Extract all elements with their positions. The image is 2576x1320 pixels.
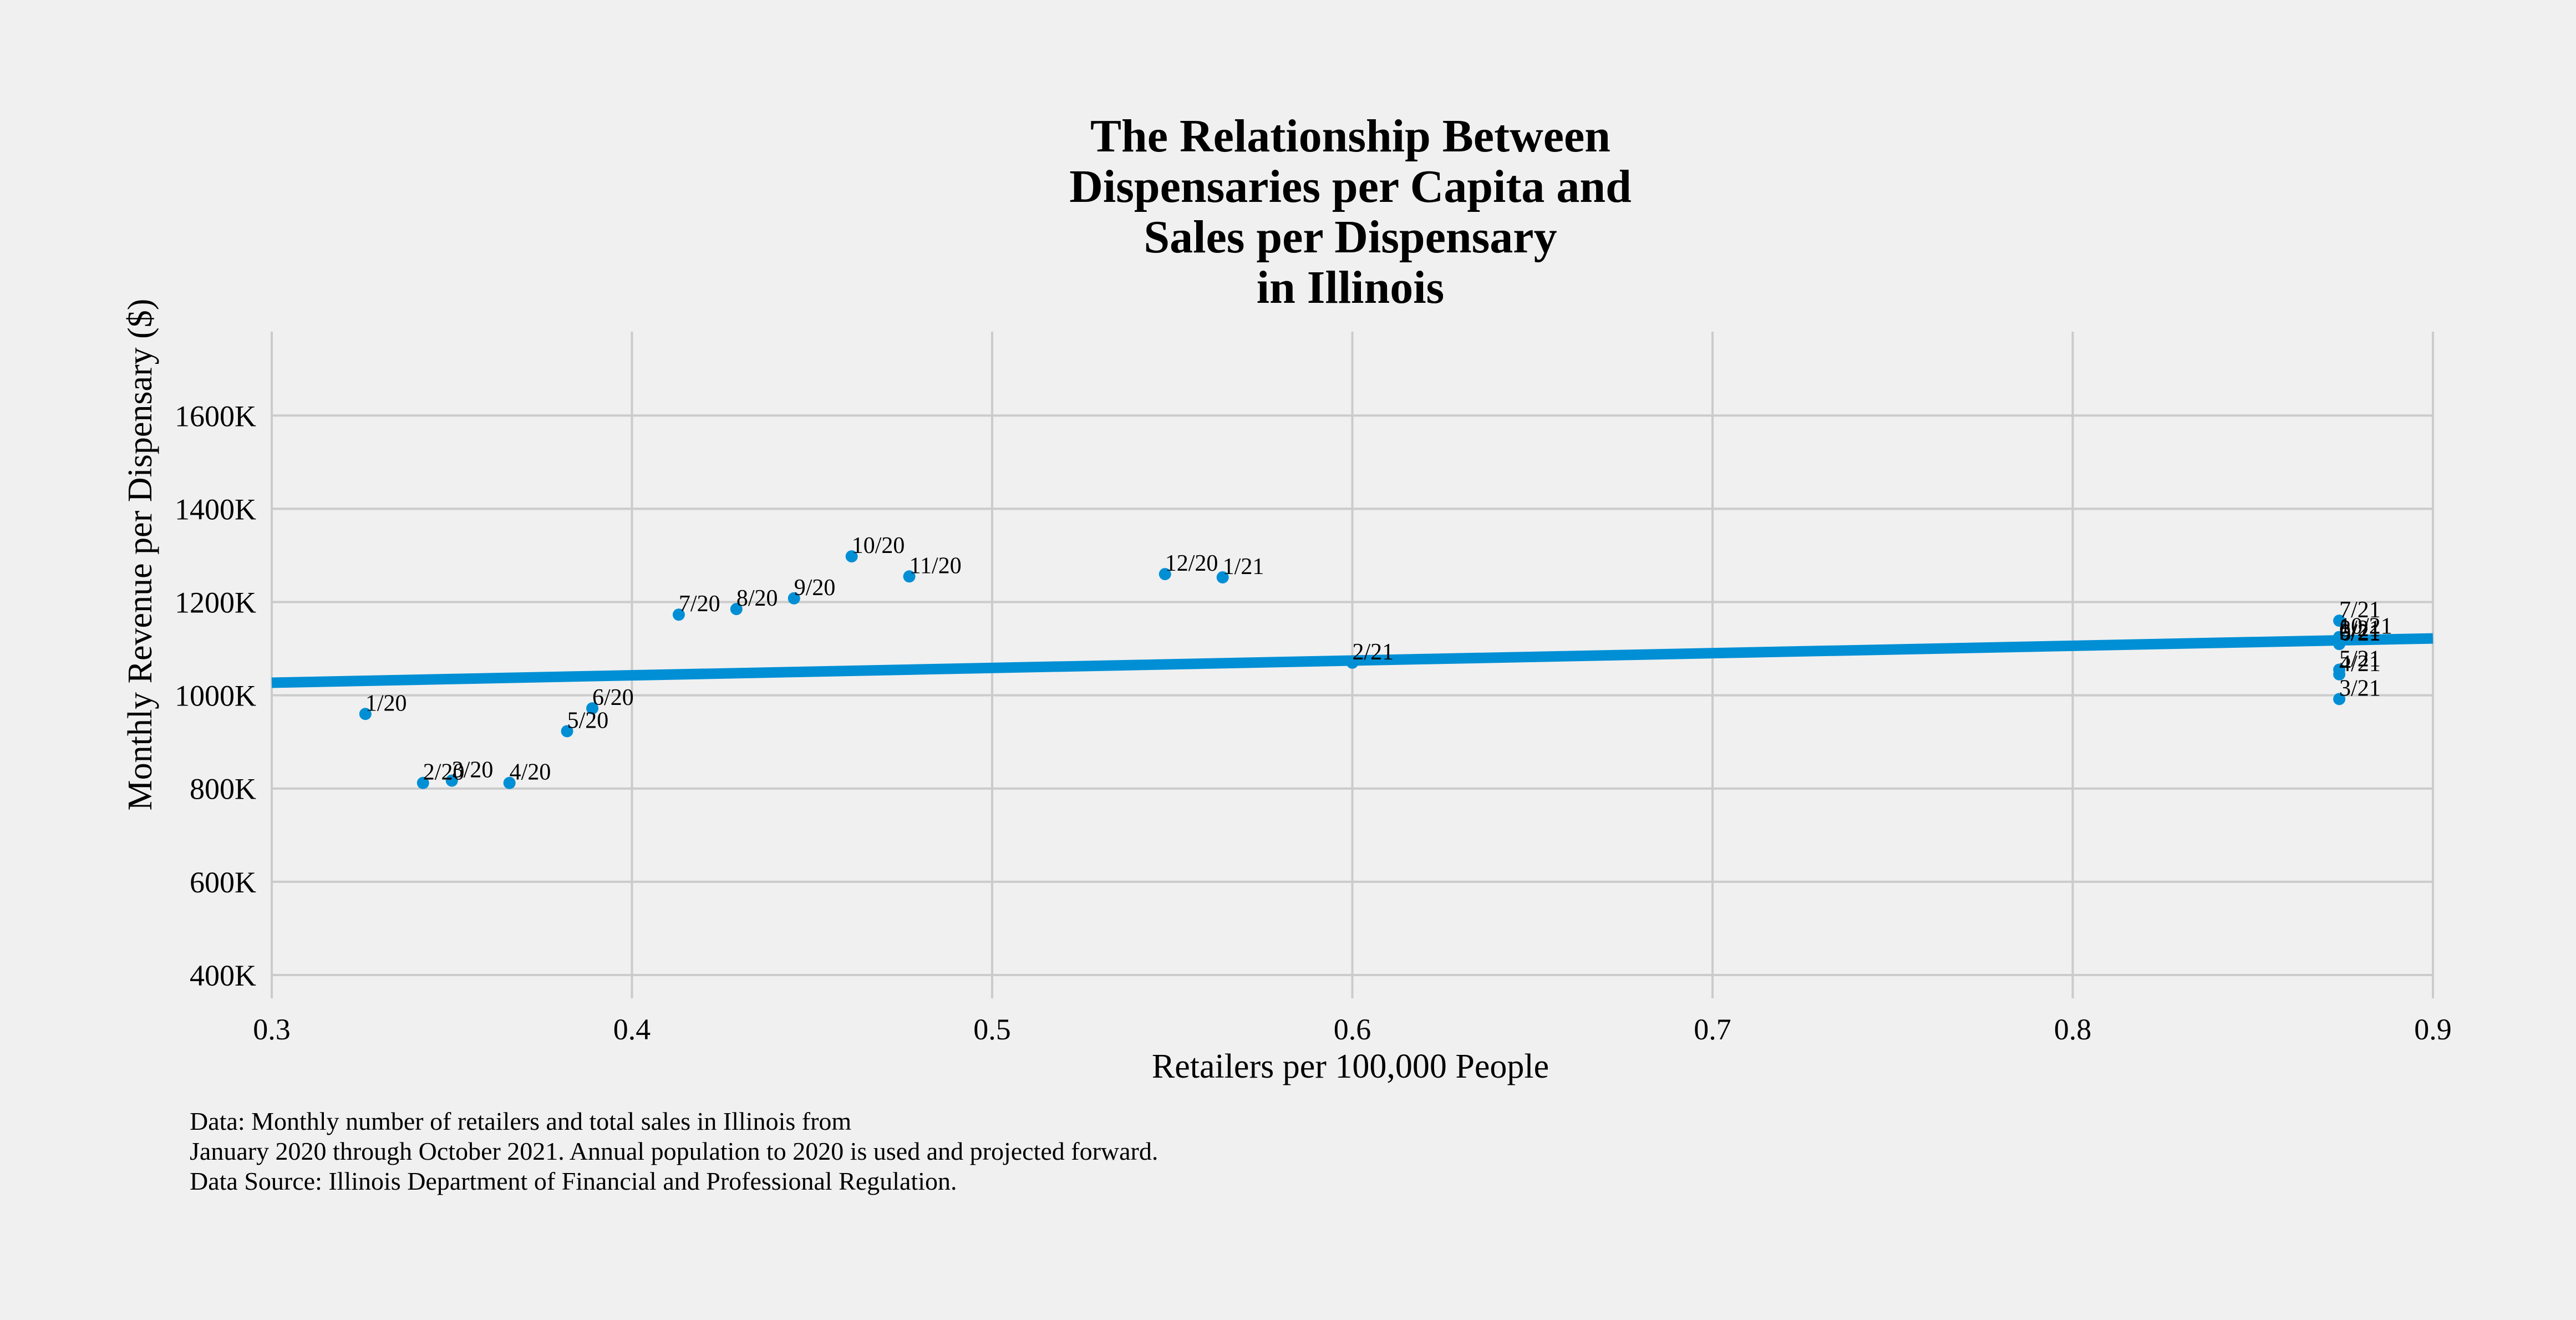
- point-label: 2/21: [1353, 639, 1394, 665]
- point-label: 10/20: [852, 533, 905, 559]
- point-label: 11/20: [910, 553, 962, 578]
- x-tick-label: 0.9: [2414, 1013, 2452, 1046]
- data-point: [445, 774, 458, 787]
- point-label: 5/20: [567, 708, 609, 733]
- trend-line: [271, 633, 2433, 688]
- point-label: 6/20: [592, 685, 634, 710]
- point-label: 12/20: [1165, 551, 1218, 576]
- y-tick-label: 800K: [190, 773, 256, 806]
- point-label: 7/21: [2339, 597, 2381, 623]
- point-labels: 1/20 2/203/20 4/20 5/206/20 7/20 8/20 9/20 10/2…: [365, 533, 2392, 785]
- chart-title: The Relationship Between Dispensaries pe…: [990, 111, 1711, 313]
- data-point: [561, 725, 573, 738]
- footnote-line: January 2020 through October 2021. Annua…: [190, 1137, 1159, 1165]
- footnote: Data: Monthly number of retailers and to…: [190, 1106, 1158, 1196]
- point-label: 4/21: [2339, 651, 2381, 677]
- data-point: [672, 608, 685, 621]
- x-tick-label: 0.7: [1694, 1013, 1731, 1046]
- point-label: 10/21: [2339, 614, 2392, 639]
- point-label: 2/20: [423, 760, 465, 785]
- data-point: [2333, 615, 2346, 627]
- data-point: [730, 603, 743, 616]
- point-label: 8/20: [736, 586, 778, 611]
- x-tick-label: 0.3: [253, 1013, 291, 1046]
- data-point: [903, 570, 916, 583]
- point-label: 9/20: [794, 575, 836, 601]
- data-point: [2333, 693, 2346, 705]
- point-label: 1/21: [1223, 554, 1264, 580]
- data-point: [2333, 663, 2346, 676]
- y-axis-label: Monthly Revenue per Dispensary ($): [121, 299, 159, 811]
- tick-labels: 0.3 0.4 0.5 0.6 0.7 0.8 0.9 400K 600K 800K 1000K 12…: [175, 399, 2452, 1046]
- data-point: [845, 550, 858, 563]
- data-point: [787, 592, 800, 605]
- data-point: [586, 702, 599, 715]
- chart-title-line: The Relationship Between: [1090, 110, 1611, 162]
- point-label: 3/20: [452, 757, 494, 783]
- footnote-line: Data: Monthly number of retailers and to…: [190, 1107, 852, 1135]
- point-label: 1/20: [365, 691, 407, 716]
- y-tick-label: 1200K: [175, 586, 256, 620]
- point-label: 3/21: [2339, 676, 2381, 701]
- data-point: [359, 708, 372, 720]
- footnote-line: Data Source: Illinois Department of Fina…: [190, 1167, 957, 1195]
- chart-title-line: in Illinois: [1256, 262, 1445, 313]
- trend-line-layer: [271, 633, 2433, 688]
- x-tick-label: 0.4: [613, 1013, 651, 1046]
- point-label: 5/21: [2339, 646, 2381, 672]
- chart-title-line: Dispensaries per Capita and: [1069, 161, 1632, 212]
- y-tick-label: 1400K: [175, 493, 256, 526]
- y-tick-label: 400K: [190, 959, 256, 992]
- data-point: [503, 776, 516, 789]
- gridlines: [271, 332, 2434, 998]
- x-tick-label: 0.8: [2054, 1013, 2092, 1046]
- x-axis-label: Retailers per 100,000 People: [1152, 1048, 1549, 1085]
- point-label: 4/20: [510, 760, 551, 785]
- y-tick-label: 1600K: [175, 399, 256, 433]
- point-label: 8/21: [2339, 616, 2381, 642]
- chart-title-line: Sales per Dispensary: [1144, 211, 1557, 263]
- data-point: [1159, 568, 1171, 581]
- y-tick-label: 600K: [190, 866, 256, 899]
- data-point: [1216, 571, 1229, 583]
- point-label: 9/21: [2339, 620, 2381, 645]
- y-tick-label: 1000K: [175, 679, 256, 713]
- point-label: 7/20: [679, 591, 720, 617]
- data-point: [416, 776, 429, 789]
- x-tick-label: 0.5: [973, 1013, 1011, 1046]
- point-label: 6/21: [2339, 621, 2381, 646]
- x-tick-label: 0.6: [1334, 1013, 1371, 1046]
